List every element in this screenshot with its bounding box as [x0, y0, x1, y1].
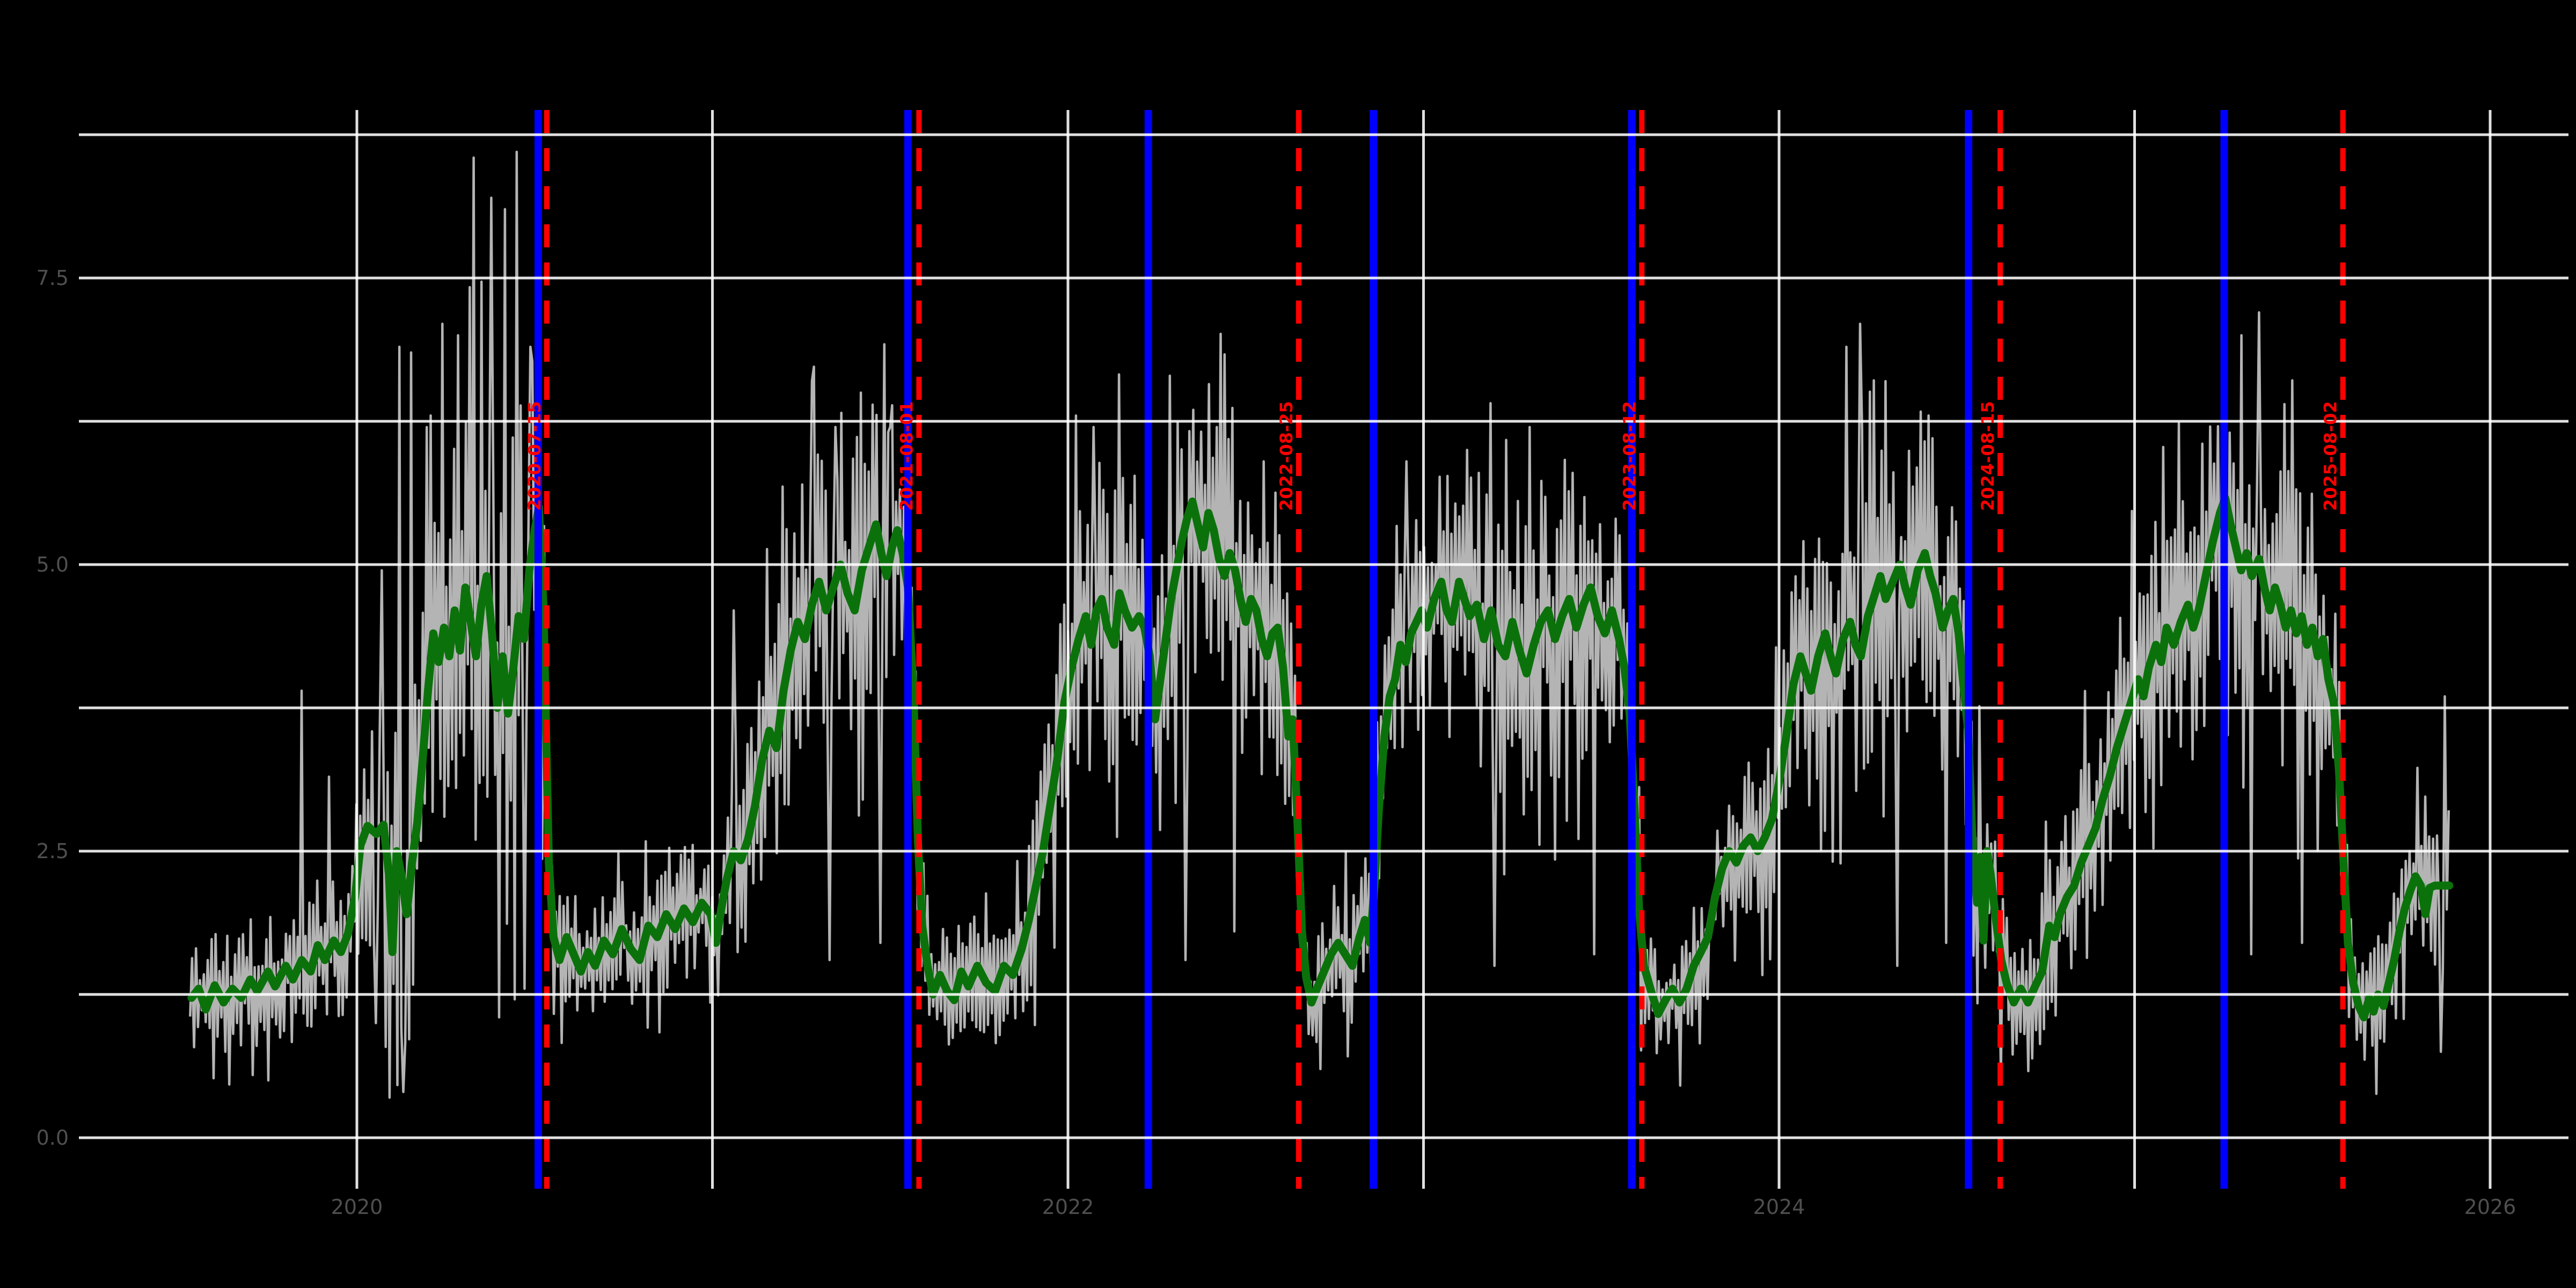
event-date-label: 2020-07-15: [524, 401, 545, 511]
smoothed-trend-series: [187, 494, 2454, 1022]
event-date-label: 2022-08-25: [1276, 401, 1297, 511]
event-date-label: 2023-08-12: [1619, 401, 1640, 511]
event-date-label: 2021-08-01: [896, 401, 917, 511]
axis-labels-layer: 0.0 2.5 5.0 7.5 2020 2022 2024 2026 2020-07-15 20…: [36, 266, 2516, 1219]
event-date-label: 2025-08-02: [2321, 401, 2341, 511]
y-tick-label: 0.0: [36, 1126, 69, 1150]
event-lines-layer: [534, 110, 2346, 1189]
y-tick-label: 7.5: [36, 266, 69, 290]
y-tick-label: 2.5: [36, 839, 69, 863]
x-tick-label: 2020: [331, 1195, 383, 1219]
series-layer: [187, 150, 2454, 1099]
x-tick-label: 2022: [1042, 1195, 1094, 1219]
y-tick-label: 5.0: [36, 553, 69, 576]
x-tick-label: 2026: [2464, 1195, 2516, 1219]
event-date-label: 2024-08-15: [1978, 401, 1998, 511]
x-tick-label: 2024: [1753, 1195, 1805, 1219]
grid-layer: [79, 110, 2568, 1189]
